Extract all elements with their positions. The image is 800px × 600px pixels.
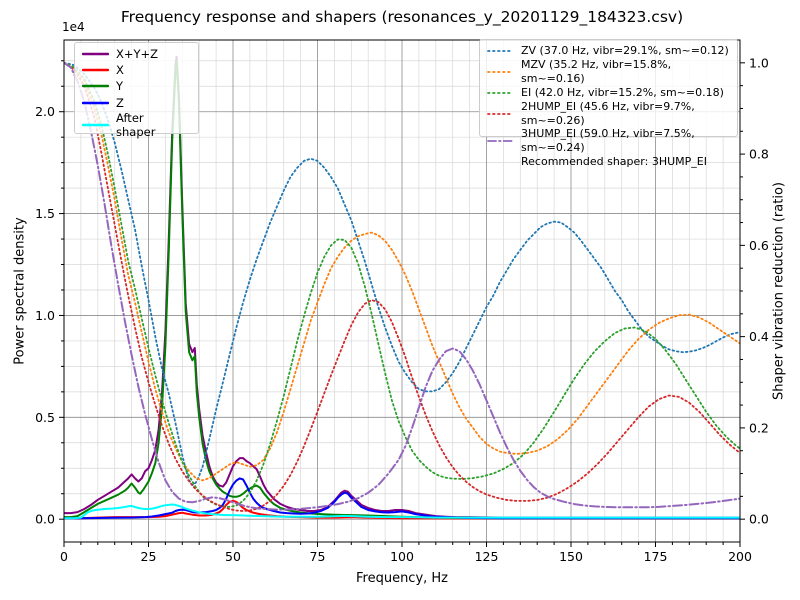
series-psd-z: [64, 477, 740, 520]
legend-line-swatch: [82, 69, 109, 72]
legend-psd-item-1: X: [82, 62, 191, 78]
legend-shapers-item-3: 2HUMP_EI (45.6 Hz, vibr=9.7%, sm~=0.26): [487, 100, 730, 127]
x-tick-label: 100: [390, 549, 414, 564]
y-left-tick-label: 1.5: [35, 206, 55, 221]
legend-shapers-label: Recommended shaper: 3HUMP_EI: [521, 154, 707, 168]
legend-psd-item-0: X+Y+Z: [82, 46, 191, 62]
y-axis-label-left: Power spectral density: [12, 217, 28, 365]
y-left-tick-label: 2.0: [35, 104, 55, 119]
y-left-tick-label: 1.0: [35, 308, 55, 323]
legend-shapers-label: EI (42.0 Hz, vibr=15.2%, sm~=0.18): [521, 86, 724, 100]
legend-line-swatch: [82, 101, 109, 104]
y-right-tick-label: 0.8: [749, 147, 769, 162]
legend-shapers-item-1: MZV (35.2 Hz, vibr=15.8%, sm~=0.16): [487, 58, 730, 85]
legend-shapers-label: MZV (35.2 Hz, vibr=15.8%, sm~=0.16): [521, 58, 672, 85]
legend-shapers: ZV (37.0 Hz, vibr=29.1%, sm~=0.12) MZV (3…: [479, 39, 738, 168]
legend-shapers-item-0: ZV (37.0 Hz, vibr=29.1%, sm~=0.12): [487, 43, 730, 58]
y-right-tick-label: 1.0: [749, 55, 769, 70]
series-shaper-mzv: [64, 61, 740, 482]
series-psd-y: [64, 59, 740, 520]
series-shaper-2hump-ei: [64, 61, 740, 512]
legend-line-swatch: [487, 112, 514, 115]
x-tick-label: 150: [559, 549, 583, 564]
y-right-tick-label: 0.2: [749, 420, 769, 435]
y-left-tick-label: 0.5: [35, 410, 55, 425]
legend-shapers-label: 2HUMP_EI (45.6 Hz, vibr=9.7%, sm~=0.26): [521, 100, 695, 127]
legend-shapers-label: ZV (37.0 Hz, vibr=29.1%, sm~=0.12): [521, 43, 729, 57]
x-tick-label: 25: [141, 549, 157, 564]
legend-shapers-label: 3HUMP_EI (59.0 Hz, vibr=7.5%, sm~=0.24): [521, 127, 695, 154]
x-tick-label: 50: [225, 549, 241, 564]
x-tick-label: 75: [310, 549, 326, 564]
series-psd-after-shaper: [64, 503, 740, 520]
series-shaper-ei: [64, 61, 740, 508]
legend-psd-item-3: Z: [82, 95, 191, 111]
legend-psd-label: Z: [116, 95, 124, 110]
legend-psd: X+Y+Z X Y Z After shaper: [74, 42, 199, 139]
legend-psd-label: X: [116, 63, 124, 78]
legend-line-swatch: [487, 139, 514, 142]
legend-psd-item-4: After shaper: [82, 111, 191, 139]
y-axis-label-right: Shaper vibration reduction (ratio): [771, 182, 787, 400]
x-tick-label: 200: [728, 549, 752, 564]
legend-psd-label: Y: [116, 79, 124, 94]
y-right-tick-label: 0.0: [749, 512, 769, 527]
y-right-tick-label: 0.4: [749, 329, 769, 344]
legend-shapers-item-5: Recommended shaper: 3HUMP_EI: [487, 154, 730, 169]
legend-line-swatch: [487, 70, 514, 73]
x-axis-label: Frequency, Hz: [355, 571, 449, 586]
x-tick-label: 0: [60, 549, 68, 564]
legend-psd-label: X+Y+Z: [116, 47, 159, 62]
y-axis-offset-label: 1e4: [62, 20, 85, 34]
legend-line-swatch: [82, 123, 109, 126]
y-left-tick-label: 0.0: [35, 512, 55, 527]
legend-line-swatch: [82, 52, 109, 56]
chart-title: Frequency response and shapers (resonanc…: [120, 8, 684, 26]
series-shaper-3hump-ei: [64, 61, 740, 511]
legend-psd-label: After shaper: [116, 110, 156, 139]
legend-shapers-item-2: EI (42.0 Hz, vibr=15.2%, sm~=0.18): [487, 85, 730, 100]
curves: [64, 55, 740, 520]
legend-line-swatch: [487, 91, 514, 94]
legend-spacer: [487, 156, 514, 168]
legend-shapers-item-4: 3HUMP_EI (59.0 Hz, vibr=7.5%, sm~=0.24): [487, 127, 730, 154]
legend-line-swatch: [82, 85, 109, 88]
series-psd-xyz: [64, 55, 740, 519]
legend-line-swatch: [487, 49, 514, 52]
x-tick-label: 175: [644, 549, 668, 564]
legend-psd-item-2: Y: [82, 78, 191, 94]
ticks: 0 25 50 75 100 125 150 175 200 0.0 0.5 1.0 1.5 2.0 0.0…: [35, 55, 769, 564]
x-tick-label: 125: [475, 549, 499, 564]
y-right-tick-label: 0.6: [749, 238, 769, 253]
